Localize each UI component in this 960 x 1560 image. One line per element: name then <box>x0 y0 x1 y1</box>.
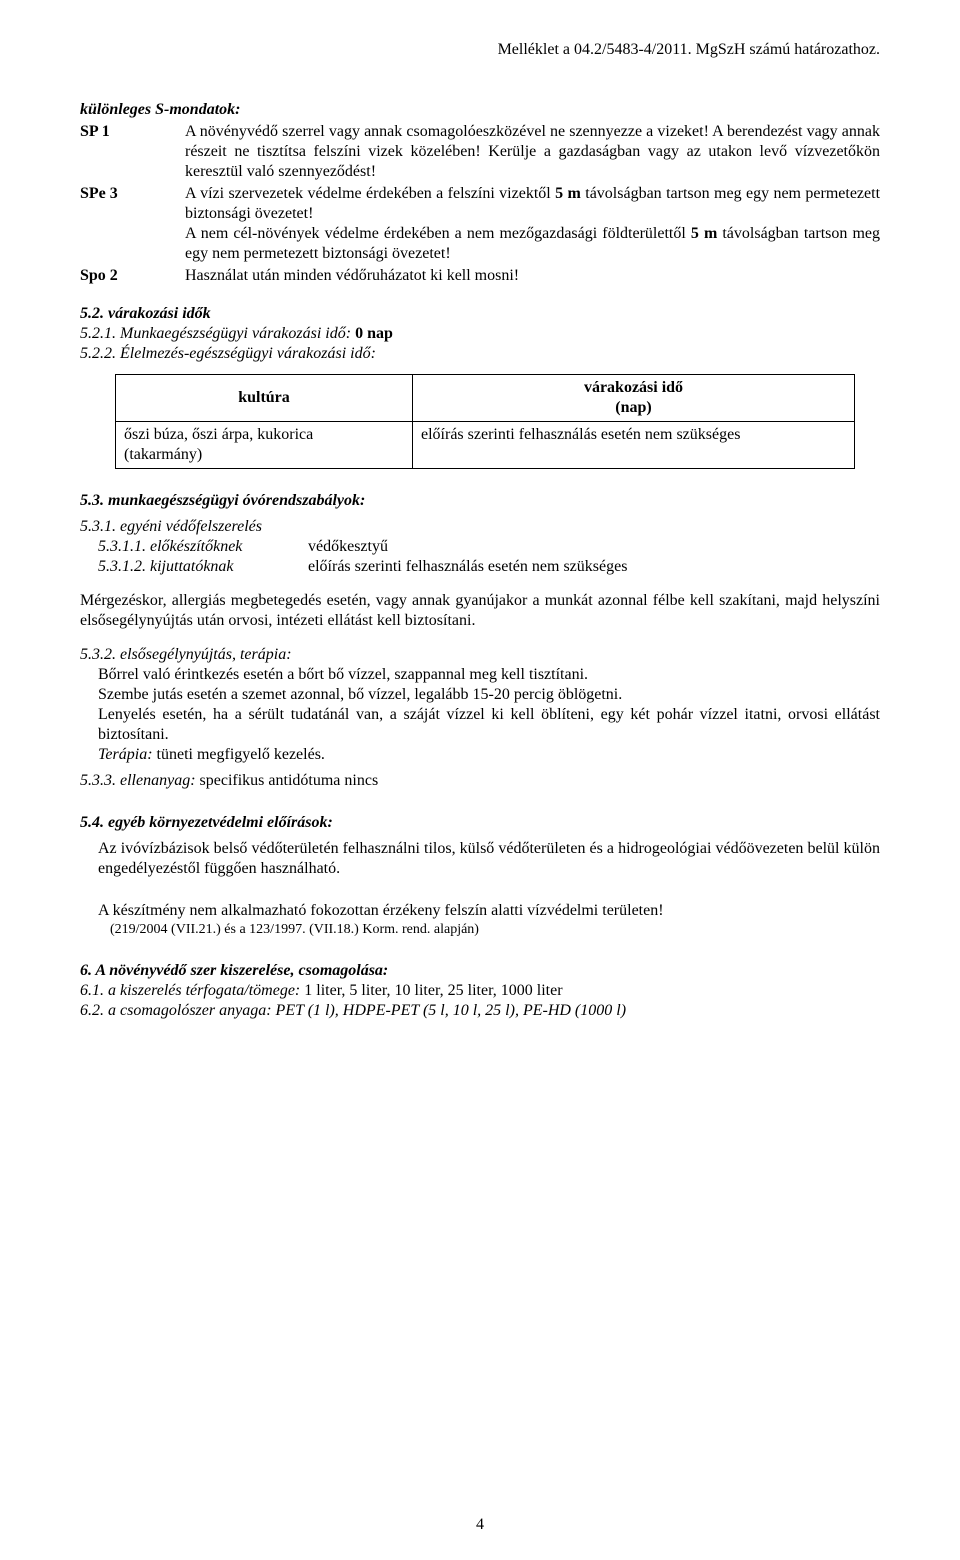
sec521-val: 0 nap <box>355 325 393 342</box>
sec52-title: 5.2. várakozási idők <box>80 305 211 322</box>
sp1-body: A növényvédő szerrel vagy annak csomagol… <box>185 122 880 182</box>
sec61: 6.1. a kiszerelés térfogata/tömege: 1 li… <box>80 981 880 1001</box>
env1: Az ivóvízbázisok belső védőterületén fel… <box>98 839 880 879</box>
sec531-title: 5.3.1. egyéni védőfelszerelés <box>80 518 262 535</box>
merg-para: Mérgezéskor, allergiás megbetegedés eset… <box>80 591 880 631</box>
page-number: 4 <box>0 1515 960 1535</box>
th-kultura: kultúra <box>116 375 413 422</box>
spe3-row: SPe 3 A vízi szervezetek védelme érdekéb… <box>80 184 880 264</box>
td-kultura: őszi búza, őszi árpa, kukorica (takarmán… <box>116 422 413 469</box>
waiting-table: kultúra várakozási idő (nap) őszi búza, … <box>115 374 855 469</box>
sec533-label: 5.3.3. ellenanyag: <box>80 772 196 789</box>
td-kultura-b: (takarmány) <box>124 446 202 463</box>
sec61-val: 1 liter, 5 liter, 10 liter, 25 liter, 10… <box>300 982 562 999</box>
row-5311: 5.3.1.1. előkészítőknek védőkesztyű <box>98 537 880 557</box>
th-varakozas: várakozási idő (nap) <box>413 375 855 422</box>
aid2: Szembe jutás esetén a szemet azonnal, bő… <box>98 685 880 705</box>
sec532-title: 5.3.2. elsősegélynyújtás, terápia: <box>80 646 292 663</box>
sec5312-val: előírás szerinti felhasználás esetén nem… <box>308 557 880 577</box>
sp1-label: SP 1 <box>80 122 185 182</box>
sp1-row: SP 1 A növényvédő szerrel vagy annak cso… <box>80 122 880 182</box>
spe3-a: A vízi szervezetek védelme érdekében a f… <box>185 185 555 202</box>
aid3: Lenyelés esetén, ha a sérült tudatánál v… <box>98 705 880 745</box>
spe3-c: A nem cél-növények védelme érdekében a n… <box>185 225 691 242</box>
spo2-label: Spo 2 <box>80 266 185 286</box>
spe3-dist-b: 5 m <box>691 225 717 242</box>
sec533: 5.3.3. ellenanyag: specifikus antidótuma… <box>80 771 880 791</box>
spe3-body: A vízi szervezetek védelme érdekében a f… <box>185 184 880 264</box>
header-reference: Melléklet a 04.2/5483-4/2011. MgSzH szám… <box>80 40 880 60</box>
sec522-label: 5.2.2. Élelmezés-egészségügyi várakozási… <box>80 345 376 362</box>
sec-5-3: 5.3. munkaegészségügyi óvórendszabályok:… <box>80 491 880 791</box>
sec533-val: specifikus antidótuma nincs <box>196 772 379 789</box>
s-mondatok-title-text: különleges S-mondatok: <box>80 101 240 118</box>
spo2-row: Spo 2 Használat után minden védőruházato… <box>80 266 880 286</box>
spe3-dist-a: 5 m <box>555 185 581 202</box>
sec53-title: 5.3. munkaegészségügyi óvórendszabályok: <box>80 492 365 509</box>
env2: A készítmény nem alkalmazható fokozottan… <box>98 901 880 921</box>
td-kultura-a: őszi búza, őszi árpa, kukorica <box>124 426 313 443</box>
sec-5-2: 5.2. várakozási idők 5.2.1. Munkaegészsé… <box>80 304 880 469</box>
sec62: 6.2. a csomagolószer anyaga: PET (1 l), … <box>80 1001 880 1021</box>
therapy-val: tüneti megfigyelő kezelés. <box>153 746 325 763</box>
page: Melléklet a 04.2/5483-4/2011. MgSzH szám… <box>0 0 960 1560</box>
therapy-label: Terápia: <box>98 746 153 763</box>
spo2-body: Használat után minden védőruházatot ki k… <box>185 266 880 286</box>
sec54-title: 5.4. egyéb környezetvédelmi előírások: <box>80 814 333 831</box>
sec-6: 6. A növényvédő szer kiszerelése, csomag… <box>80 961 880 1021</box>
sec-5-4: 5.4. egyéb környezetvédelmi előírások: A… <box>80 813 880 939</box>
sec521-label: 5.2.1. Munkaegészségügyi várakozási idő: <box>80 325 355 342</box>
table-header-row: kultúra várakozási idő (nap) <box>116 375 855 422</box>
sec6-title: 6. A növényvédő szer kiszerelése, csomag… <box>80 962 388 979</box>
aid1: Bőrrel való érintkezés esetén a bőrt bő … <box>98 665 880 685</box>
th-varakozas-b: (nap) <box>615 399 651 416</box>
th-varakozas-a: várakozási idő <box>584 379 683 396</box>
sec62-val: PET (1 l), HDPE-PET (5 l, 10 l, 25 l), P… <box>272 1002 626 1019</box>
env2-ref: (219/2004 (VII.21.) és a 123/1997. (VII.… <box>110 921 880 939</box>
sec5311-label: 5.3.1.1. előkészítőknek <box>98 537 308 557</box>
spe3-label: SPe 3 <box>80 184 185 264</box>
therapy: Terápia: tüneti megfigyelő kezelés. <box>98 745 880 765</box>
s-mondatok-title: különleges S-mondatok: <box>80 100 880 120</box>
sec62-label: 6.2. a csomagolószer anyaga: <box>80 1002 272 1019</box>
td-varakozas: előírás szerinti felhasználás esetén nem… <box>413 422 855 469</box>
sec5312-label: 5.3.1.2. kijuttatóknak <box>98 557 308 577</box>
sec5311-val: védőkesztyű <box>308 537 880 557</box>
sec61-label: 6.1. a kiszerelés térfogata/tömege: <box>80 982 300 999</box>
table-row: őszi búza, őszi árpa, kukorica (takarmán… <box>116 422 855 469</box>
row-5312: 5.3.1.2. kijuttatóknak előírás szerinti … <box>98 557 880 577</box>
